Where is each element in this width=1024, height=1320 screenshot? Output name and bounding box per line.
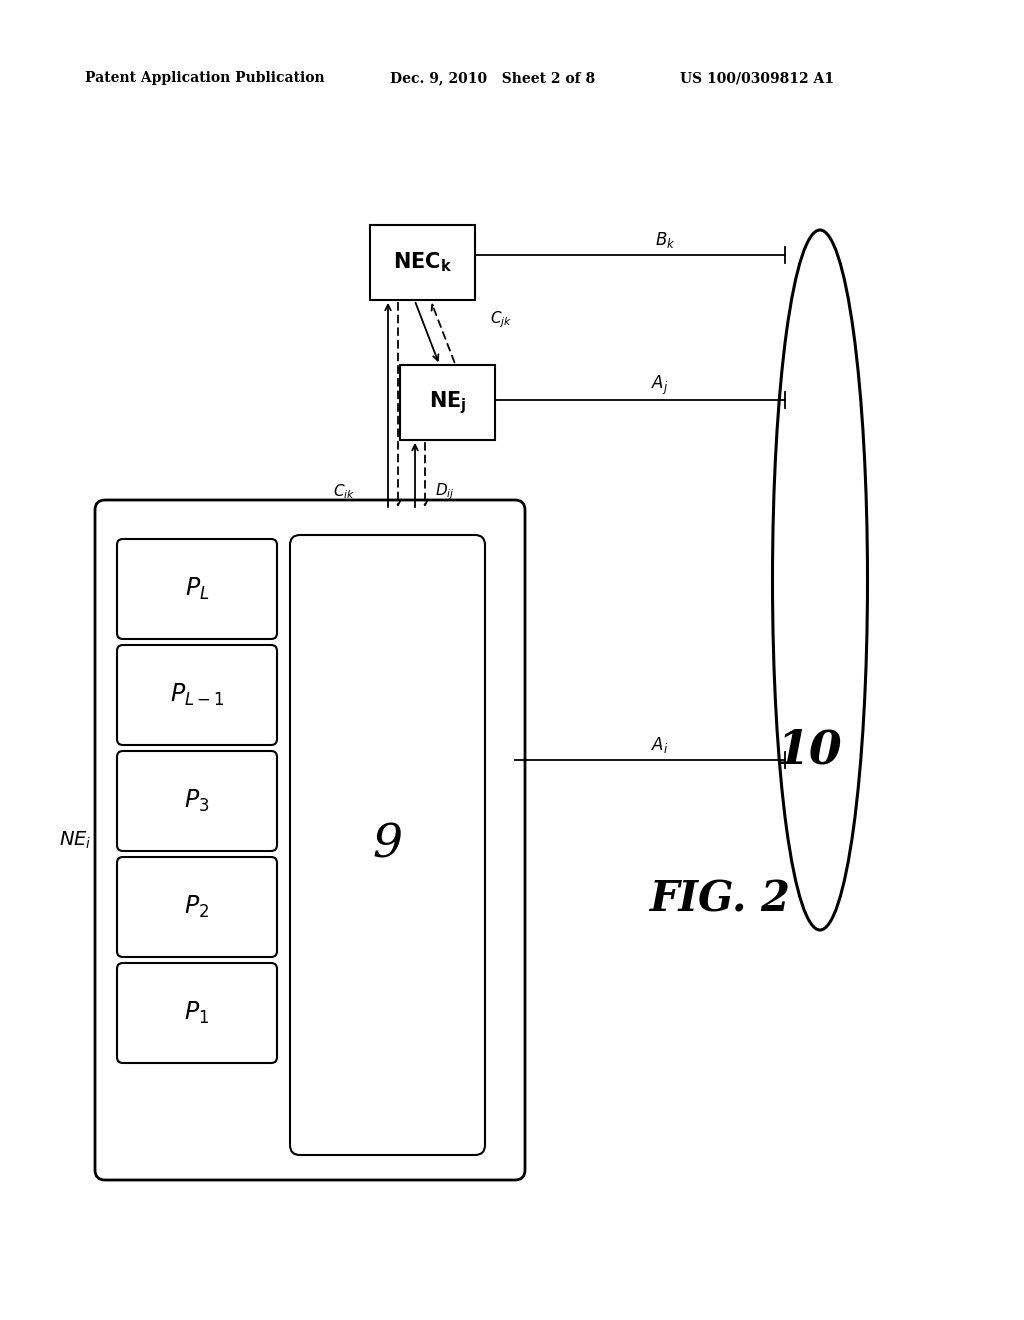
Text: US 100/0309812 A1: US 100/0309812 A1 bbox=[680, 71, 834, 84]
Text: $\mathbf{NEC_k}$: $\mathbf{NEC_k}$ bbox=[393, 251, 453, 275]
Text: 9: 9 bbox=[373, 822, 402, 867]
Text: $P_{3}$: $P_{3}$ bbox=[184, 788, 210, 814]
Text: $P_{L-1}$: $P_{L-1}$ bbox=[170, 682, 224, 708]
Text: $A_i$: $A_i$ bbox=[651, 735, 669, 755]
Text: $P_{L}$: $P_{L}$ bbox=[184, 576, 209, 602]
Text: Patent Application Publication: Patent Application Publication bbox=[85, 71, 325, 84]
Text: $C_{jk}$: $C_{jk}$ bbox=[490, 310, 512, 330]
Text: $NE_i$: $NE_i$ bbox=[58, 829, 91, 850]
Text: $A_j$: $A_j$ bbox=[651, 374, 669, 396]
Text: FIG. 2: FIG. 2 bbox=[649, 879, 791, 921]
Text: $P_{1}$: $P_{1}$ bbox=[184, 1001, 210, 1026]
Text: $D_{ij}$: $D_{ij}$ bbox=[435, 482, 455, 503]
Text: $C_{ik}$: $C_{ik}$ bbox=[333, 483, 355, 502]
Text: $P_{2}$: $P_{2}$ bbox=[184, 894, 210, 920]
Text: Dec. 9, 2010   Sheet 2 of 8: Dec. 9, 2010 Sheet 2 of 8 bbox=[390, 71, 595, 84]
Text: $\mathbf{NE_j}$: $\mathbf{NE_j}$ bbox=[429, 389, 466, 416]
Text: 10: 10 bbox=[777, 727, 843, 774]
Text: $B_k$: $B_k$ bbox=[654, 230, 675, 249]
